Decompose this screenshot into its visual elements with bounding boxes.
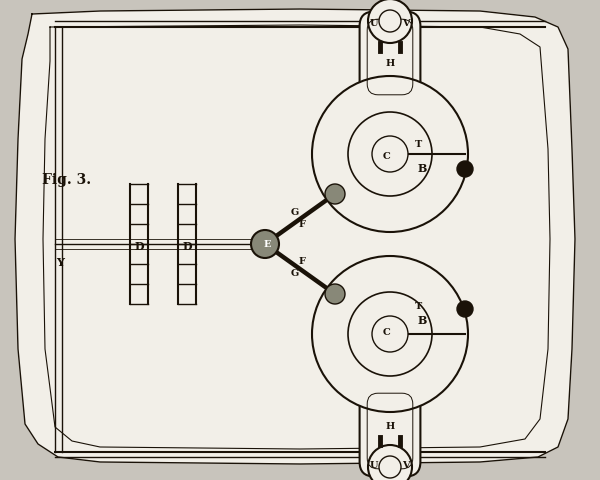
Text: U: U bbox=[370, 20, 378, 28]
Text: C: C bbox=[382, 152, 390, 161]
Circle shape bbox=[457, 162, 473, 178]
Text: Fig. 3.: Fig. 3. bbox=[42, 173, 91, 187]
Polygon shape bbox=[15, 10, 575, 464]
Text: V: V bbox=[402, 460, 410, 469]
FancyBboxPatch shape bbox=[359, 386, 421, 477]
Text: F: F bbox=[299, 257, 305, 266]
Circle shape bbox=[457, 301, 473, 317]
Text: H: H bbox=[385, 59, 395, 67]
Text: F: F bbox=[299, 220, 305, 229]
Circle shape bbox=[368, 445, 412, 480]
Text: G: G bbox=[291, 269, 299, 278]
Circle shape bbox=[348, 292, 432, 376]
Text: D: D bbox=[182, 241, 192, 252]
Text: T: T bbox=[415, 140, 422, 149]
Circle shape bbox=[251, 230, 279, 258]
Text: E: E bbox=[263, 240, 271, 249]
Text: U: U bbox=[370, 460, 378, 469]
Circle shape bbox=[348, 113, 432, 197]
Circle shape bbox=[372, 316, 408, 352]
Circle shape bbox=[312, 256, 468, 412]
FancyBboxPatch shape bbox=[359, 12, 421, 103]
Text: V: V bbox=[402, 20, 410, 28]
Circle shape bbox=[379, 11, 401, 33]
Text: B: B bbox=[418, 163, 427, 174]
Circle shape bbox=[379, 456, 401, 478]
Text: G: G bbox=[291, 208, 299, 217]
Text: T: T bbox=[415, 302, 422, 311]
Circle shape bbox=[372, 137, 408, 173]
Text: B: B bbox=[418, 315, 427, 326]
Circle shape bbox=[312, 77, 468, 232]
Circle shape bbox=[325, 185, 345, 204]
Text: C: C bbox=[382, 328, 390, 337]
Text: Y: Y bbox=[56, 257, 64, 268]
Circle shape bbox=[325, 285, 345, 304]
Circle shape bbox=[368, 0, 412, 44]
Text: H: H bbox=[385, 421, 395, 431]
Text: D: D bbox=[134, 241, 144, 252]
